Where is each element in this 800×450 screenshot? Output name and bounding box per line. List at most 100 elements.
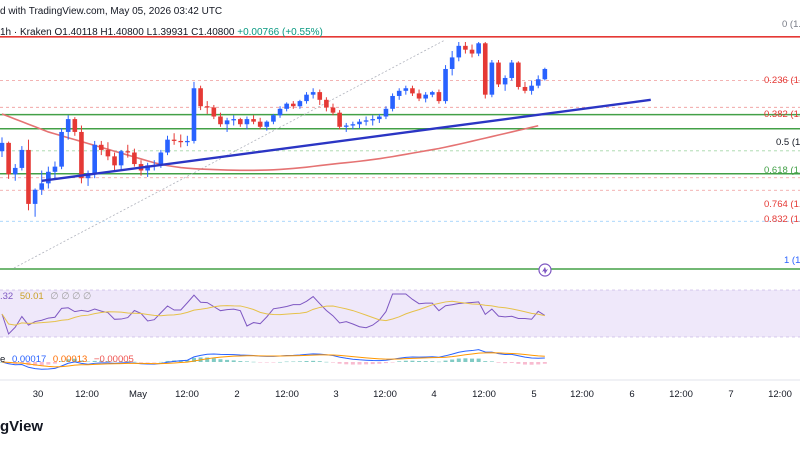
macd-histogram-bar (311, 360, 316, 362)
candle-body (390, 95, 395, 109)
macd-histogram-bar (317, 361, 322, 362)
candle-body (430, 92, 435, 95)
macd-histogram-bar (119, 361, 124, 362)
candle-body (370, 119, 376, 121)
macd-signal-line (1, 352, 545, 368)
macd-histogram-bar (496, 362, 501, 363)
ohlc-header: 1h · Kraken O1.40118 H1.40800 L1.39931 C… (0, 27, 323, 38)
macd-histogram-bar (304, 361, 309, 362)
x-tick-label: 3 (333, 389, 339, 400)
candle-body (191, 88, 197, 141)
macd-histogram-bar (284, 361, 289, 363)
candle-body (72, 119, 78, 132)
tradingview-brand: gView (0, 418, 44, 435)
candle-body (224, 120, 230, 125)
rsi-ma-value: 50.01 (19, 291, 44, 302)
candle-body (516, 62, 521, 87)
fib-label-0382: 0.382 (1. (764, 109, 800, 120)
macd-histogram-bar (132, 361, 137, 363)
macd-histogram-bar (92, 360, 97, 362)
candle-body (535, 79, 541, 86)
macd-histogram-value: −0.00005 (93, 354, 134, 365)
macd-histogram-bar (72, 358, 77, 362)
x-tick-label: 12:00 (570, 389, 594, 400)
candle-body (449, 57, 455, 69)
macd-histogram-bar (278, 361, 283, 363)
macd-histogram-bar (470, 358, 475, 362)
macd-histogram-bar (59, 361, 64, 362)
macd-prefix: e (0, 354, 6, 365)
macd-histogram-bar (423, 361, 428, 362)
x-tick-label: 12:00 (275, 389, 299, 400)
macd-histogram-bar (436, 361, 441, 363)
candle-body (476, 43, 481, 54)
candle-body (357, 121, 362, 125)
candle-body (198, 88, 203, 107)
macd-value: 0.00017 (11, 354, 47, 365)
candle-body (145, 165, 150, 171)
candle-body (403, 88, 409, 91)
macd-histogram-bar (244, 361, 249, 362)
candle-body (350, 124, 356, 126)
macd-histogram-bar (158, 361, 163, 363)
macd-histogram-bar (542, 362, 547, 364)
trendline-layer (41, 98, 651, 182)
rsi-line (1, 293, 546, 335)
macd-histogram-bar (357, 362, 362, 365)
candle-body (105, 149, 111, 157)
candle-body (297, 101, 303, 107)
macd-histogram-bar (66, 359, 71, 362)
candle-body (218, 116, 223, 125)
candle-body (132, 152, 137, 165)
candle-body (19, 149, 25, 168)
fib-label-0: 0 (1. (782, 19, 800, 30)
candle-body (502, 77, 508, 85)
candle-body (92, 144, 97, 174)
fib-label-05: 0.5 (1. (776, 137, 800, 148)
macd-histogram-bar (364, 362, 369, 365)
macd-histogram-bar (450, 359, 455, 362)
macd-histogram-bar (46, 362, 51, 365)
candle-body (284, 103, 289, 109)
macd-histogram-bar (191, 357, 196, 362)
rsi-value: .32 (0, 291, 14, 302)
x-tick-label: 6 (629, 389, 635, 400)
macd-histogram-bar (522, 362, 527, 365)
macd-histogram-bar (258, 362, 263, 363)
candle-body (238, 119, 243, 125)
candle-body (264, 121, 270, 127)
macd-histogram-bar (152, 362, 157, 363)
macd-histogram-bar (79, 360, 84, 362)
candle-body (383, 108, 389, 117)
macd-histogram-bar (337, 362, 342, 364)
candle-body (343, 125, 349, 127)
macd-histogram-bar (52, 362, 57, 364)
candle-body (542, 68, 548, 80)
fib-label-0832: 0.832 (1. (764, 214, 800, 225)
candle-body (496, 62, 501, 85)
macd-histogram-bar (291, 361, 296, 363)
candle-body (59, 131, 64, 167)
macd-histogram-bar (397, 361, 402, 362)
macd-histogram-bar (417, 360, 422, 362)
x-tick-label: 12:00 (472, 389, 496, 400)
macd-histogram-bar (430, 361, 435, 362)
fib-label-1: 1 (1. (784, 255, 800, 266)
replay-icon[interactable] (538, 263, 552, 277)
x-tick-label: 12:00 (669, 389, 693, 400)
macd-histogram-bar (33, 362, 38, 366)
horizontal-levels-layer (0, 36, 800, 270)
macd-histogram-bar (331, 362, 335, 363)
moving-average-line (1, 113, 539, 172)
macd-histogram-bar (529, 362, 534, 365)
candle-body (204, 106, 210, 108)
macd-histogram-bar (443, 360, 448, 362)
candle-body (158, 152, 164, 166)
x-tick-label: 4 (431, 389, 437, 400)
candle-body (79, 131, 84, 179)
macd-histogram-bar (463, 358, 468, 362)
candle-body (337, 112, 342, 127)
macd-histogram-bar (403, 360, 408, 362)
macd-histogram-bar (410, 360, 415, 362)
